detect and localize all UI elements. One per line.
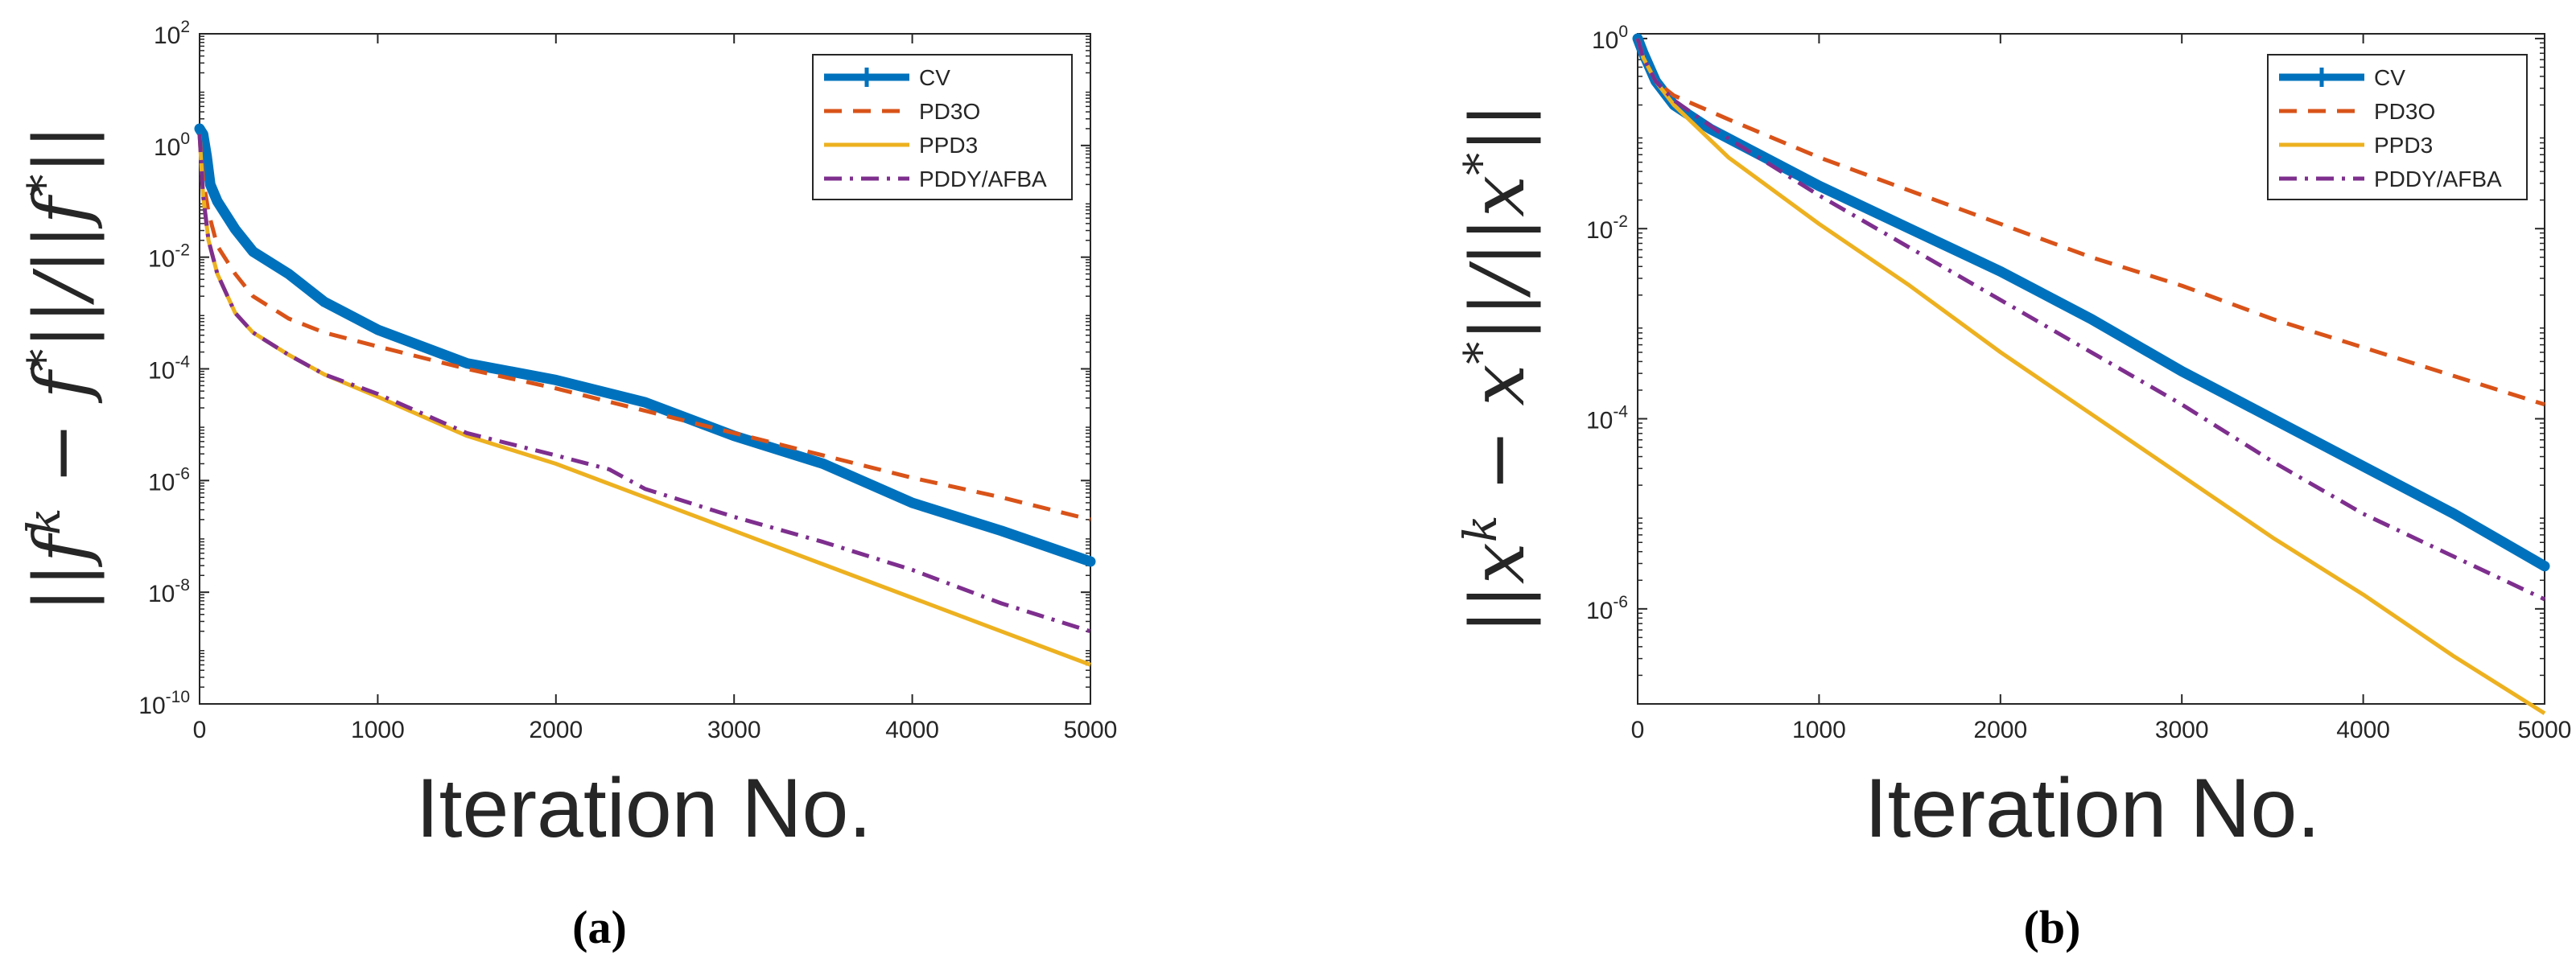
y-tick-base: 10: [148, 246, 175, 273]
x-axis-label: Iteration No.: [1865, 762, 2321, 855]
y-label-part: *: [19, 175, 71, 197]
y-tick-base: 10: [138, 693, 165, 719]
y-label-part: ||: [19, 562, 105, 612]
x-tick-label: 3000: [2155, 717, 2209, 743]
y-tick-exponent: 2: [180, 18, 190, 36]
y-label-part: ||: [1455, 103, 1541, 153]
y-axis-label: ||fk − f*||/||f*||: [19, 125, 105, 613]
y-tick-label: 100: [154, 130, 190, 161]
series-line-ppd3: [197, 134, 1091, 667]
y-tick-exponent: -4: [1613, 403, 1628, 422]
panel-b: 0 1000 2000 3000 4000 500010-610-410-2100CVPD…: [1455, 23, 2571, 953]
legend-label: CV: [2374, 65, 2405, 90]
x-tick-label: 1000: [351, 717, 405, 743]
y-label-part: *: [1455, 342, 1507, 364]
legend-label: PDDY/AFBA: [2374, 167, 2502, 191]
y-label-part: x: [1455, 542, 1541, 584]
panel-caption: (a): [572, 901, 627, 953]
x-tick-label: 4000: [885, 717, 939, 743]
x-tick-label: 2000: [1973, 717, 2027, 743]
legend-label: PD3O: [919, 99, 980, 124]
y-tick-exponent: -6: [175, 464, 190, 483]
y-tick-exponent: -8: [175, 576, 190, 595]
y-tick-exponent: 0: [1618, 23, 1628, 41]
y-tick-base: 10: [1586, 598, 1613, 624]
y-tick-label: 102: [154, 18, 190, 49]
y-label-part: −: [1455, 406, 1541, 516]
series-line-pddy-afba: [1635, 38, 2546, 602]
x-axis-label: Iteration No.: [416, 762, 872, 855]
panel-caption: (b): [2024, 901, 2081, 953]
y-tick-exponent: -2: [175, 241, 190, 260]
y-label-part: ||/||: [19, 224, 105, 349]
legend-label: PPD3: [919, 133, 978, 158]
y-tick-label: 10-2: [148, 241, 190, 273]
series-line-pddy-afba: [197, 134, 1091, 634]
y-tick-base: 10: [148, 358, 175, 385]
x-tick-label: 2000: [529, 717, 583, 743]
legend-label: PPD3: [2374, 133, 2433, 158]
y-tick-label: 10-4: [148, 353, 190, 385]
y-tick-base: 10: [154, 23, 180, 49]
y-tick-label: 10-8: [148, 576, 190, 607]
y-label-part: −: [19, 399, 105, 508]
y-tick-exponent: -2: [1613, 212, 1628, 231]
y-tick-exponent: -10: [166, 688, 190, 706]
legend-label: CV: [919, 65, 950, 90]
y-tick-base: 10: [1592, 27, 1618, 54]
y-label-part: *: [1455, 153, 1507, 175]
y-label-part: x: [1455, 364, 1541, 406]
y-tick-exponent: -6: [1613, 593, 1628, 611]
y-label-part: ||: [19, 125, 105, 175]
legend-label: PD3O: [2374, 99, 2435, 124]
x-tick-label: 0: [193, 717, 207, 743]
y-axis-label: ||xk − x*||/||x*||: [1455, 103, 1541, 634]
series-line-pd3o: [197, 134, 1091, 522]
y-label-part: ||: [1455, 584, 1541, 634]
y-tick-label: 100: [1592, 23, 1628, 54]
y-label-part: k: [1455, 515, 1507, 542]
x-tick-label: 5000: [2518, 717, 2572, 743]
y-tick-exponent: -4: [175, 353, 190, 372]
panel-a: 0 1000 2000 3000 4000 500010-1010-810-610-410…: [19, 18, 1117, 953]
series-line-cv: [194, 123, 1096, 567]
y-tick-label: 10-4: [1586, 403, 1628, 434]
y-tick-base: 10: [1586, 217, 1613, 244]
y-tick-label: 10-2: [1586, 212, 1628, 244]
y-label-part: k: [19, 508, 71, 535]
y-tick-base: 10: [1586, 408, 1613, 434]
y-label-part: x: [1455, 175, 1541, 217]
y-label-part: *: [19, 349, 71, 372]
legend-label: PDDY/AFBA: [919, 167, 1047, 191]
y-tick-base: 10: [148, 581, 175, 607]
y-tick-base: 10: [148, 469, 175, 496]
y-tick-exponent: 0: [180, 130, 190, 148]
x-tick-label: 5000: [1064, 717, 1118, 743]
x-tick-label: 0: [1631, 717, 1645, 743]
x-tick-label: 3000: [707, 717, 761, 743]
x-tick-label: 1000: [1792, 717, 1846, 743]
series-line-pd3o: [1635, 38, 2545, 407]
y-label-part: ||/||: [1455, 217, 1541, 342]
y-tick-base: 10: [154, 134, 180, 161]
y-tick-label: 10-6: [148, 464, 190, 496]
y-tick-label: 10-6: [1586, 593, 1628, 624]
y-tick-label: 10-10: [138, 688, 190, 719]
x-tick-label: 4000: [2336, 717, 2390, 743]
